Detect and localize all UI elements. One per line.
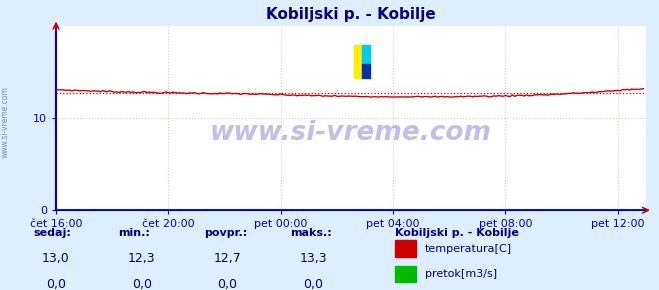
Text: sedaj:: sedaj: [33,228,71,238]
Text: www.si-vreme.com: www.si-vreme.com [210,120,492,146]
Text: 12,7: 12,7 [214,252,241,265]
Bar [354,44,362,78]
Text: www.si-vreme.com: www.si-vreme.com [1,86,10,158]
Text: povpr.:: povpr.: [204,228,248,238]
Text: min.:: min.: [119,228,150,238]
Text: 0,0: 0,0 [217,278,237,290]
Title: Kobiljski p. - Kobilje: Kobiljski p. - Kobilje [266,7,436,22]
Bar [362,44,370,64]
Bar [395,240,416,257]
Text: Kobiljski p. - Kobilje: Kobiljski p. - Kobilje [395,228,519,238]
Text: 13,3: 13,3 [299,252,327,265]
Text: pretok[m3/s]: pretok[m3/s] [425,269,497,279]
Bar [362,64,370,78]
Text: maks.:: maks.: [290,228,331,238]
Bar [395,266,416,282]
Text: 12,3: 12,3 [128,252,156,265]
Text: 0,0: 0,0 [46,278,66,290]
Text: temperatura[C]: temperatura[C] [425,244,512,253]
Text: 13,0: 13,0 [42,252,70,265]
Text: 0,0: 0,0 [132,278,152,290]
Text: 0,0: 0,0 [303,278,323,290]
